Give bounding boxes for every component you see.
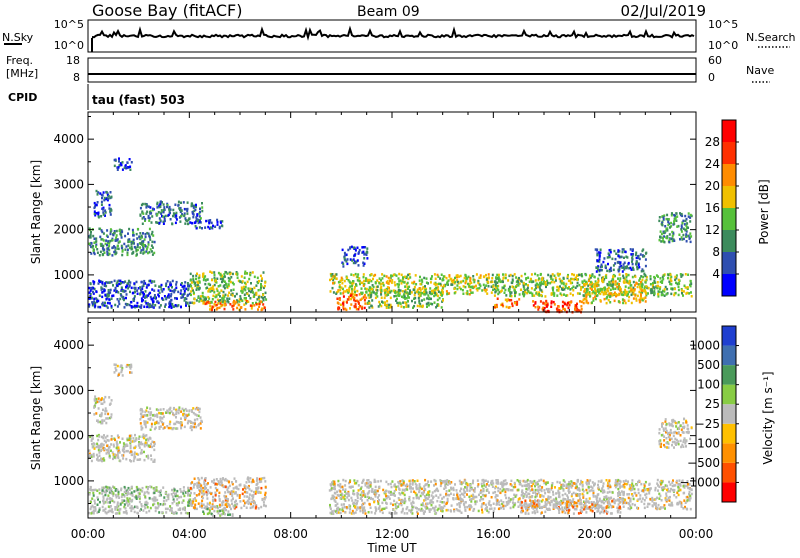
x-tick-label: 08:00 xyxy=(273,527,308,541)
power-region-6 xyxy=(190,271,267,305)
power-region-17 xyxy=(341,246,368,268)
nave-tick-top: 60 xyxy=(708,54,722,67)
nsky-tick-bottom: 10^0 xyxy=(54,39,84,52)
velocity-colorbar: 1000 500 100 25 −25 −100 −500 −1000 xyxy=(679,326,739,502)
velocity-region-2 xyxy=(114,363,133,377)
power-region-13 xyxy=(532,300,583,314)
power-colorbar-segment xyxy=(722,230,736,252)
power-region-16 xyxy=(658,212,692,243)
velocity-colorbar-tick-label: −500 xyxy=(687,456,720,470)
velocity-region-4 xyxy=(88,485,191,514)
power-colorbar-tick-label: 8 xyxy=(712,245,720,259)
power-region-15 xyxy=(595,248,648,273)
power-ytick-label: 3000 xyxy=(53,177,84,191)
power-colorbar-segment xyxy=(722,120,736,142)
velocity-colorbar-segment xyxy=(722,404,736,424)
power-region-5 xyxy=(88,280,191,310)
date-title: 02/Jul/2019 xyxy=(621,2,706,20)
x-tick-label: 12:00 xyxy=(375,527,410,541)
freq-tick-top: 18 xyxy=(66,54,80,67)
velocity-ytick-label: 4000 xyxy=(53,338,84,352)
beam-title: Beam 09 xyxy=(357,4,420,20)
velocity-colorbar-segment xyxy=(722,365,736,385)
x-tick-label: 04:00 xyxy=(172,527,207,541)
nsearch-label: N.Search xyxy=(746,31,796,44)
velocity-colorbar-tick-label: 1000 xyxy=(689,339,720,353)
velocity-colorbar-tick-label: 25 xyxy=(705,397,720,411)
velocity-region-1 xyxy=(93,395,113,424)
x-axis-label: Time UT xyxy=(366,541,417,554)
power-colorbar-segment xyxy=(722,142,736,164)
power-colorbar-segment xyxy=(722,186,736,208)
nave-label: Nave xyxy=(746,64,774,77)
velocity-region-7 xyxy=(329,479,495,515)
power-colorbar-segment xyxy=(722,274,736,296)
x-tick-label: 00:00 xyxy=(679,527,714,541)
power-colorbar-label: Power [dB] xyxy=(757,179,771,244)
power-colorbar-tick-label: 28 xyxy=(705,135,720,149)
nsearch-tick-bottom: 10^0 xyxy=(708,39,738,52)
power-region-1 xyxy=(93,190,112,219)
power-region-9 xyxy=(336,293,368,311)
power-region-2 xyxy=(114,157,133,171)
power-region-0 xyxy=(88,227,155,256)
velocity-y-label: Slant Range [km] xyxy=(29,366,43,470)
velocity-colorbar-segment xyxy=(722,482,736,502)
power-colorbar-tick-label: 12 xyxy=(705,223,720,237)
cpid-text: tau (fast) 503 xyxy=(92,93,185,107)
velocity-colorbar-segment xyxy=(722,424,736,444)
power-colorbar-tick-label: 16 xyxy=(705,201,720,215)
power-colorbar: 4 8 12 16 20 24 28 xyxy=(705,120,739,296)
power-colorbar-tick-label: 4 xyxy=(712,267,720,281)
power-colorbar-tick-label: 20 xyxy=(705,179,720,193)
freq-label: Freq. xyxy=(6,54,33,67)
velocity-colorbar-segment xyxy=(722,463,736,483)
x-tick-label: 16:00 xyxy=(476,527,511,541)
power-y-label: Slant Range [km] xyxy=(29,160,43,264)
velocity-colorbar-tick-label: 500 xyxy=(697,358,720,372)
nsky-tick-top: 10^5 xyxy=(54,18,84,31)
power-colorbar-segment xyxy=(722,164,736,186)
freq-tick-bottom: 8 xyxy=(73,71,80,84)
velocity-colorbar-segment xyxy=(722,326,736,346)
velocity-colorbar-segment xyxy=(722,443,736,463)
velocity-colorbar-tick-label: −100 xyxy=(687,436,720,450)
velocity-ytick-label: 1000 xyxy=(53,474,84,488)
power-region-10 xyxy=(367,289,444,310)
velocity-colorbar-segment xyxy=(722,346,736,366)
power-region-3 xyxy=(139,200,203,225)
power-ytick-label: 4000 xyxy=(53,132,84,146)
velocity-region-3 xyxy=(139,406,203,431)
freq-panel-frame xyxy=(88,58,696,82)
power-heatmap xyxy=(88,157,693,313)
cpid-label: CPID xyxy=(8,91,37,104)
x-tick-label: 20:00 xyxy=(577,527,612,541)
nsky-label: N.Sky xyxy=(2,31,34,44)
power-ytick-label: 1000 xyxy=(53,268,84,282)
x-tick-label: 00:00 xyxy=(71,527,106,541)
velocity-region-0 xyxy=(88,434,155,464)
velocity-colorbar-label: Velocity [m s⁻¹] xyxy=(761,371,775,464)
nsky-trace xyxy=(92,29,694,37)
velocity-colorbar-tick-label: 100 xyxy=(697,378,720,392)
power-colorbar-segment xyxy=(722,208,736,230)
freq-unit-label: [MHz] xyxy=(6,67,38,80)
nsearch-tick-top: 10^5 xyxy=(708,18,738,31)
station-title: Goose Bay (fitACF) xyxy=(92,1,242,20)
power-colorbar-tick-label: 24 xyxy=(705,157,720,171)
velocity-colorbar-tick-label: −1000 xyxy=(679,475,720,489)
velocity-colorbar-segment xyxy=(722,385,736,405)
velocity-ytick-label: 2000 xyxy=(53,429,84,443)
power-colorbar-segment xyxy=(722,252,736,274)
nave-tick-bottom: 0 xyxy=(708,71,715,84)
velocity-heatmap xyxy=(88,363,693,517)
power-region-12 xyxy=(494,298,520,309)
power-ytick-label: 2000 xyxy=(53,223,84,237)
velocity-ytick-label: 3000 xyxy=(53,383,84,397)
velocity-colorbar-tick-label: −25 xyxy=(695,417,720,431)
